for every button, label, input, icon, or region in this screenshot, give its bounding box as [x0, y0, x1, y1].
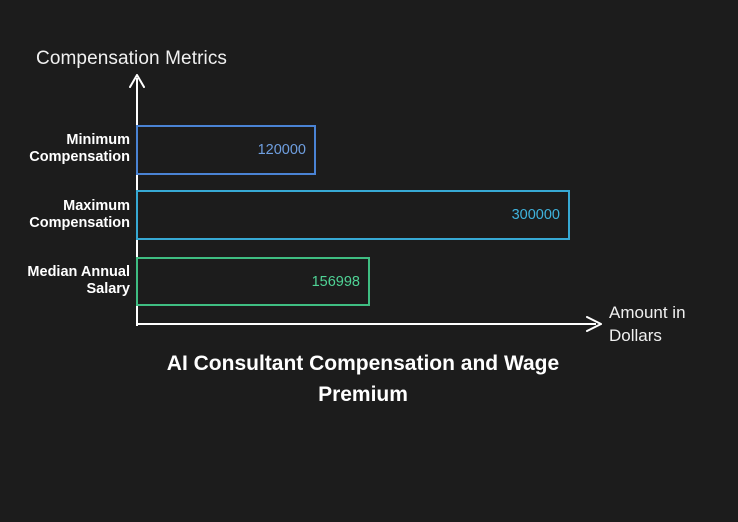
- bar-value-label: 300000: [511, 207, 560, 223]
- bar-value-label: 120000: [257, 142, 306, 158]
- category-label-line-2: Compensation: [29, 149, 130, 165]
- category-label-line-2: Compensation: [29, 215, 130, 231]
- x-axis-arrow-icon: [586, 316, 604, 332]
- y-axis-arrow-icon: [128, 74, 146, 88]
- category-label-line-1: Minimum: [66, 132, 130, 148]
- category-label-line-2: Salary: [86, 281, 130, 297]
- category-label-maximum-compensation: Maximum Compensation: [0, 198, 130, 232]
- category-label-line-1: Median Annual: [27, 264, 130, 280]
- category-label-line-1: Maximum: [63, 198, 130, 214]
- bar-value-label: 156998: [311, 273, 360, 290]
- category-label-median-annual-salary: Median Annual Salary: [0, 264, 130, 298]
- bar-median-annual-salary[interactable]: 156998: [136, 257, 370, 306]
- y-axis-title: Compensation Metrics: [36, 48, 228, 69]
- x-axis-title: Amount in Dollars: [609, 303, 686, 345]
- chart-title: AI Consultant Compensation and Wage Prem…: [166, 352, 560, 406]
- category-label-minimum-compensation: Minimum Compensation: [0, 132, 130, 166]
- x-axis-line: [136, 323, 596, 325]
- bar-minimum-compensation[interactable]: 120000: [136, 125, 316, 175]
- bar-maximum-compensation[interactable]: 300000: [136, 190, 570, 240]
